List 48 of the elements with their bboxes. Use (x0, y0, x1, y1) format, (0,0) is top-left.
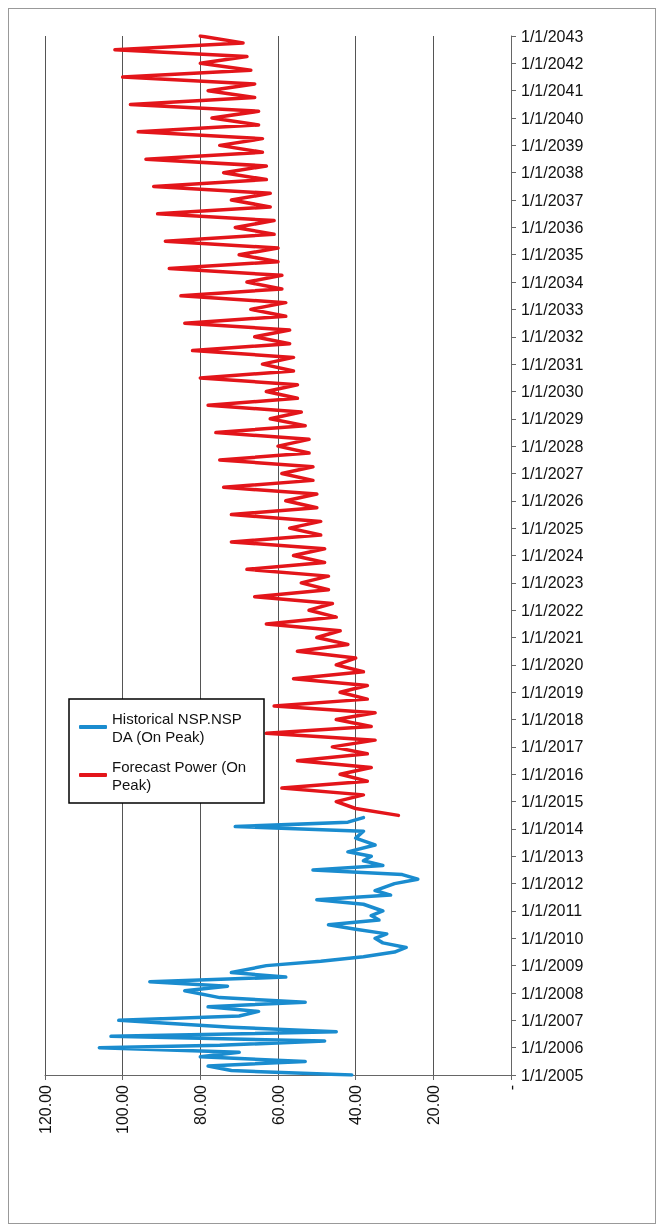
legend-label: Forecast Power (On Peak) (112, 757, 251, 793)
y-tick-label: 1/1/2027 (521, 464, 584, 482)
y-tick-label: 1/1/2028 (521, 437, 584, 455)
y-tick-label: 1/1/2005 (521, 1066, 584, 1084)
y-tick-label: 1/1/2007 (521, 1011, 584, 1029)
y-tick-label: 1/1/2013 (521, 847, 584, 865)
y-tick-label: 1/1/2016 (521, 765, 584, 783)
y-tick-label: 1/1/2025 (521, 519, 584, 537)
y-tick-label: 1/1/2020 (521, 656, 584, 674)
y-tick-label: 1/1/2034 (521, 273, 584, 291)
y-tick-label: 1/1/2042 (521, 54, 584, 72)
y-tick-label: 1/1/2015 (521, 793, 584, 811)
y-tick-label: 1/1/2033 (521, 300, 584, 318)
y-tick-label: 1/1/2043 (521, 27, 584, 45)
y-tick-label: 1/1/2023 (521, 574, 584, 592)
y-tick-label: 1/1/2014 (521, 820, 584, 838)
y-tick-label: 1/1/2012 (521, 875, 584, 893)
y-tick-label: 1/1/2031 (521, 355, 584, 373)
y-tick-label: 1/1/2032 (521, 328, 584, 346)
y-tick-label: 1/1/2039 (521, 136, 584, 154)
x-tick-label: 120.00 (36, 1084, 54, 1134)
x-tick-label: 100.00 (114, 1084, 132, 1134)
legend-label: Historical NSP.NSP DA (On Peak) (112, 709, 246, 745)
y-tick-label: 1/1/2006 (521, 1039, 584, 1057)
y-tick-label: 1/1/2010 (521, 929, 584, 947)
y-tick-label: 1/1/2040 (521, 109, 584, 127)
x-tick-label: - (502, 1085, 520, 1091)
x-tick-label: 20.00 (424, 1084, 442, 1126)
y-tick-label: 1/1/2024 (521, 547, 584, 565)
y-tick-label: 1/1/2035 (521, 246, 584, 264)
x-tick-label: 40.00 (347, 1084, 365, 1126)
y-tick-label: 1/1/2011 (521, 902, 583, 920)
y-tick-label: 1/1/2041 (521, 82, 584, 100)
y-tick-label: 1/1/2037 (521, 191, 584, 209)
y-tick-label: 1/1/2009 (521, 957, 584, 975)
y-tick-label: 1/1/2029 (521, 410, 584, 428)
x-tick-label: 80.00 (191, 1084, 209, 1126)
y-tick-label: 1/1/2022 (521, 601, 584, 619)
y-tick-label: 1/1/2030 (521, 382, 584, 400)
y-tick-label: 1/1/2021 (521, 629, 584, 647)
y-tick-label: 1/1/2038 (521, 164, 584, 182)
x-tick-label: 60.00 (269, 1084, 287, 1126)
y-tick-label: 1/1/2019 (521, 683, 584, 701)
y-tick-label: 1/1/2026 (521, 492, 584, 510)
y-tick-label: 1/1/2036 (521, 218, 584, 236)
y-tick-label: 1/1/2017 (521, 738, 584, 756)
y-tick-label: 1/1/2018 (521, 711, 584, 729)
y-tick-label: 1/1/2008 (521, 984, 584, 1002)
